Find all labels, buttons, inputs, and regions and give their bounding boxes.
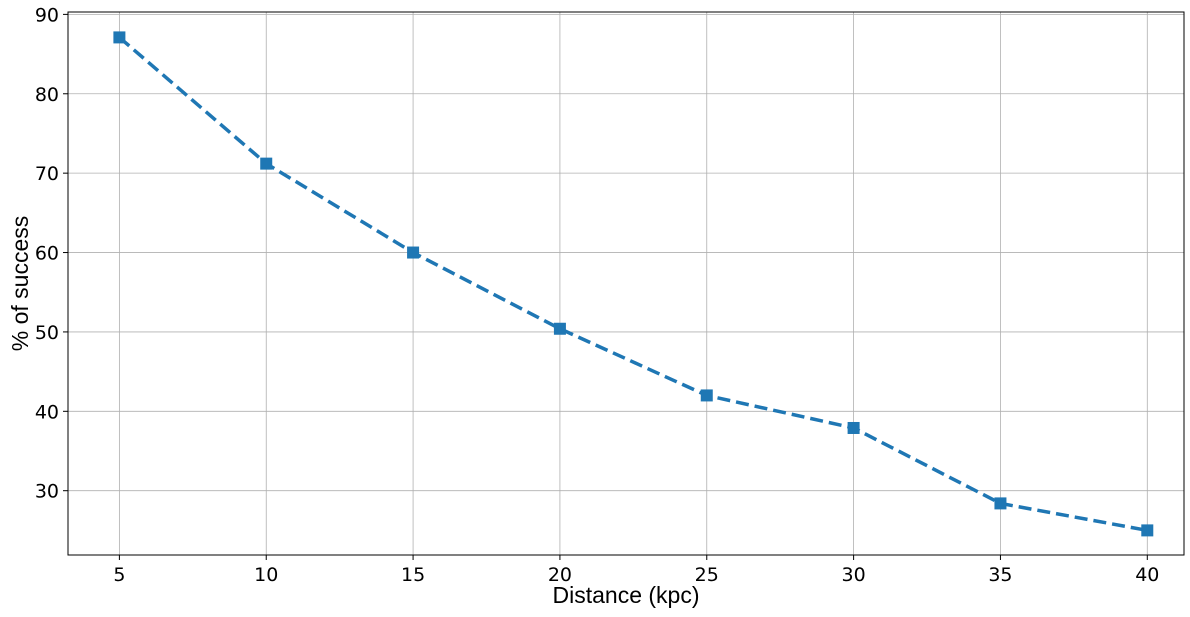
data-point	[260, 157, 273, 170]
x-tick-label: 5	[113, 564, 125, 586]
plot-frame	[67, 11, 1185, 556]
data-point	[700, 389, 713, 402]
x-tick-label: 10	[254, 564, 278, 586]
y-tick-label: 60	[35, 243, 59, 265]
y-tick-label: 50	[35, 322, 59, 344]
y-tick-label: 40	[35, 401, 59, 423]
data-point	[553, 322, 566, 335]
data-point	[113, 31, 126, 44]
grid	[68, 12, 1184, 555]
x-tick-label: 30	[842, 564, 866, 586]
y-tick-label: 80	[35, 84, 59, 106]
x-tick-label: 35	[988, 564, 1012, 586]
y-axis-label: % of success	[7, 216, 33, 352]
y-tick-label: 70	[35, 163, 59, 185]
data-point	[1141, 524, 1154, 537]
y-tick-label: 30	[35, 481, 59, 503]
x-axis-label: Distance (kpc)	[553, 582, 700, 608]
x-tick-label: 25	[695, 564, 719, 586]
series	[113, 31, 1154, 537]
series-line	[118, 36, 1148, 533]
data-point	[847, 421, 860, 434]
y-tick-label: 90	[35, 4, 59, 26]
x-tick-label: 15	[401, 564, 425, 586]
axis-ticks: 5 10 15 20 25 30 35 40 30 40 50 60 70 80 90	[35, 4, 1160, 586]
data-point	[994, 497, 1007, 510]
data-point	[407, 246, 420, 259]
x-tick-label: 20	[548, 564, 572, 586]
x-tick-label: 40	[1135, 564, 1159, 586]
